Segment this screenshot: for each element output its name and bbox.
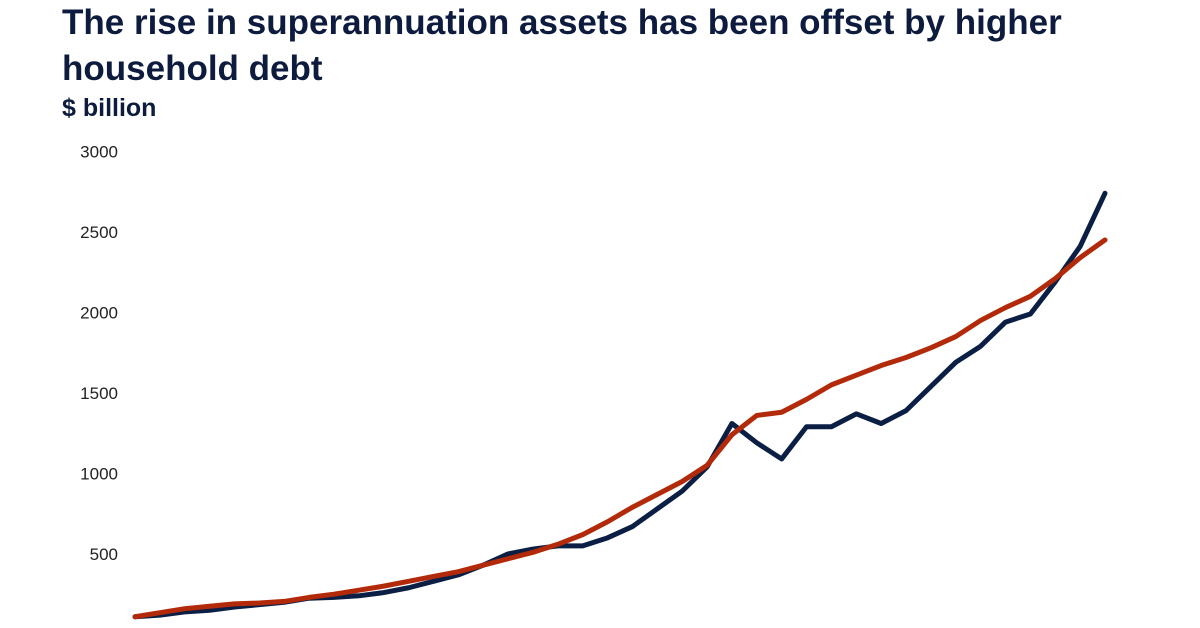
chart-title: The rise in superannuation assets has be… <box>62 3 1062 88</box>
series-line <box>132 237 1108 620</box>
y-tick-label: 2500 <box>80 223 118 242</box>
series-line <box>132 190 1108 620</box>
y-tick-label: 500 <box>90 545 118 564</box>
y-tick-label: 3000 <box>80 142 118 161</box>
y-tick-label: 1000 <box>80 465 118 484</box>
y-tick-label: 1500 <box>80 384 118 403</box>
chart-subtitle: $ billion <box>62 94 157 122</box>
y-tick-label: 2000 <box>80 304 118 323</box>
